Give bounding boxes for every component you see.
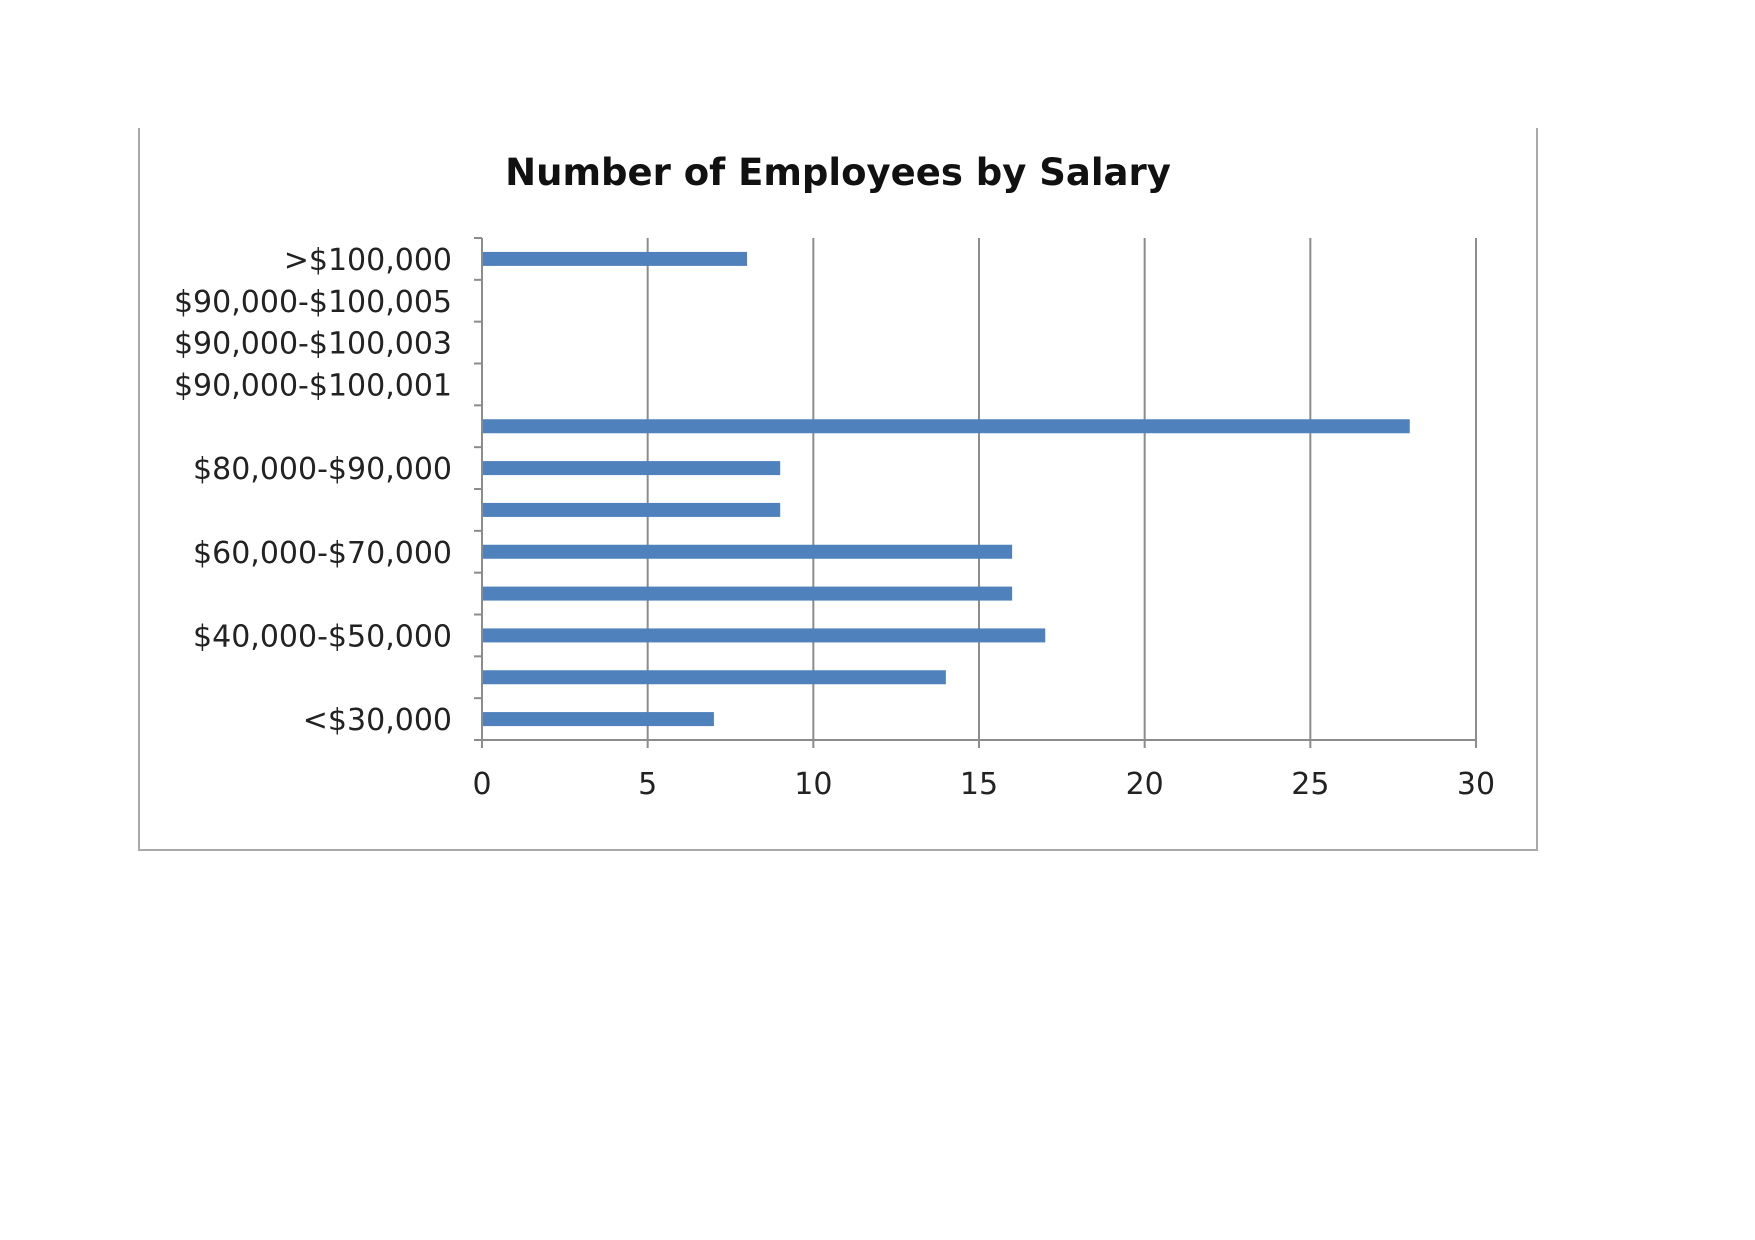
bar-chart: Number of Employees by Salary <$30,000 $4…	[174, 151, 1495, 802]
chart-title: Number of Employees by Salary	[505, 151, 1171, 194]
x-tick-labels: 0 5 10 15 20 25 30	[472, 767, 1495, 802]
bar	[482, 502, 781, 517]
bar	[482, 544, 1013, 559]
bar	[482, 251, 748, 266]
category-label: $90,000-$100,001	[174, 368, 452, 403]
category-label: $90,000-$100,003	[174, 327, 452, 362]
chart-frame: Number of Employees by Salary <$30,000 $4…	[138, 128, 1538, 851]
category-label: $80,000-$90,000	[193, 452, 452, 487]
category-label: <$30,000	[303, 703, 452, 738]
category-label: $40,000-$50,000	[193, 619, 452, 654]
bar	[482, 712, 714, 727]
x-tick-label: 0	[472, 767, 491, 802]
x-tick-label: 25	[1291, 767, 1329, 802]
bar	[482, 628, 1046, 643]
bar	[482, 419, 1410, 434]
category-labels: <$30,000 $40,000-$50,000 $60,000-$70,000 $8…	[174, 243, 452, 738]
axes	[474, 237, 1477, 748]
category-label: >$100,000	[284, 243, 452, 278]
bars	[482, 251, 1410, 727]
gridlines	[646, 238, 1477, 740]
x-tick-label: 10	[794, 767, 832, 802]
x-tick-label: 20	[1126, 767, 1164, 802]
x-tick-label: 30	[1457, 767, 1495, 802]
category-label: $90,000-$100,005	[174, 285, 452, 320]
bar	[482, 586, 1013, 601]
bar	[482, 670, 946, 685]
bar	[482, 461, 781, 476]
x-tick-label: 5	[638, 767, 657, 802]
category-label: $60,000-$70,000	[193, 536, 452, 571]
x-tick-label: 15	[960, 767, 998, 802]
